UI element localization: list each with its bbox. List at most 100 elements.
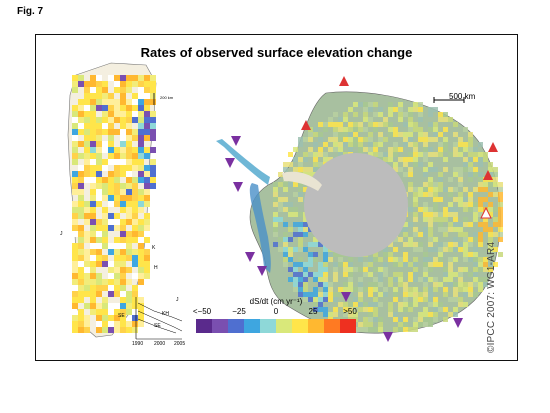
greenland-cell	[138, 267, 144, 273]
antarctica-cell	[318, 147, 323, 152]
antarctica-cell	[403, 282, 408, 287]
antarctica-cell	[433, 187, 438, 192]
antarctica-cell	[453, 242, 458, 247]
antarctica-cell	[408, 112, 413, 117]
greenland-cell	[90, 207, 96, 213]
greenland-cell	[96, 321, 102, 327]
antarctica-cell	[373, 287, 378, 292]
greenland-cell	[84, 255, 90, 261]
antarctica-cell	[313, 272, 318, 277]
greenland-cell	[84, 213, 90, 219]
antarctica-cell	[363, 287, 368, 292]
antarctica-cell	[418, 232, 423, 237]
greenland-cell	[138, 99, 144, 105]
greenland-cell	[144, 183, 150, 189]
antarctica-cell	[458, 272, 463, 277]
antarctica-cell	[308, 297, 313, 302]
antarctica-cell	[463, 187, 468, 192]
antarctica-cell	[348, 272, 353, 277]
greenland-cell	[138, 219, 144, 225]
antarctica-cell	[348, 132, 353, 137]
antarctica-cell	[298, 187, 303, 192]
antarctica-cell	[458, 197, 463, 202]
greenland-cell	[120, 309, 126, 315]
greenland-cell	[102, 93, 108, 99]
greenland-cell	[132, 111, 138, 117]
antarctica-cell	[423, 267, 428, 272]
greenland-cell	[90, 303, 96, 309]
greenland-cell	[78, 297, 84, 303]
greenland-cell	[132, 177, 138, 183]
greenland-cell	[90, 99, 96, 105]
greenland-cell	[90, 255, 96, 261]
greenland-cell	[90, 213, 96, 219]
antarctica-cell	[458, 142, 463, 147]
antarctica-cell	[288, 252, 293, 257]
antarctica-cell	[453, 187, 458, 192]
antarctica-cell	[328, 137, 333, 142]
greenland-cell	[120, 261, 126, 267]
greenland-cell	[120, 225, 126, 231]
antarctica-cell	[448, 202, 453, 207]
antarctica-cell	[333, 142, 338, 147]
antarctica-cell	[318, 137, 323, 142]
antarctica-cell	[283, 237, 288, 242]
greenland-cell	[90, 309, 96, 315]
greenland-cell	[114, 291, 120, 297]
antarctica-cell	[383, 122, 388, 127]
antarctica-cell	[318, 152, 323, 157]
greenland-cell	[120, 105, 126, 111]
antarctica-cell	[323, 267, 328, 272]
antarctica-cell	[293, 147, 298, 152]
greenland-cell	[90, 225, 96, 231]
greenland-cell	[114, 327, 120, 333]
greenland-cell	[102, 159, 108, 165]
greenland-cell	[144, 261, 150, 267]
greenland-cell	[126, 165, 132, 171]
greenland-cell	[84, 111, 90, 117]
antarctica-cell	[308, 257, 313, 262]
color-legend: dS/dt (cm yr⁻¹) <−50 −25 0 25 >50	[193, 297, 357, 347]
greenland-cell	[132, 75, 138, 81]
greenland-cell	[96, 99, 102, 105]
antarctica-cell	[408, 207, 413, 212]
greenland-cell	[120, 153, 126, 159]
antarctica-cell	[403, 297, 408, 302]
antarctica-cell	[478, 277, 483, 282]
antarctica-cell	[423, 142, 428, 147]
greenland-cell	[132, 195, 138, 201]
antarctica-cell	[278, 197, 283, 202]
antarctica-cell	[318, 282, 323, 287]
antarctica-cell	[458, 287, 463, 292]
legend-swatch-3	[244, 319, 260, 333]
antarctica-cell	[398, 147, 403, 152]
antarctica-cell	[468, 192, 473, 197]
greenland-cell	[114, 267, 120, 273]
antarctica-cell	[418, 102, 423, 107]
antarctica-cell	[363, 102, 368, 107]
antarctica-cell	[453, 197, 458, 202]
greenland-cell	[120, 123, 126, 129]
antarctica-cell	[398, 117, 403, 122]
greenland-cell	[84, 117, 90, 123]
greenland-label-k: K	[152, 245, 156, 251]
antarctica-cell	[398, 327, 403, 332]
greenland-cell	[78, 195, 84, 201]
greenland-cell	[102, 255, 108, 261]
antarctica-cell	[403, 307, 408, 312]
antarctica-cell	[308, 167, 313, 172]
antarctica-cell	[363, 307, 368, 312]
greenland-cell	[72, 273, 78, 279]
antarctica-cell	[318, 277, 323, 282]
greenland-cell	[108, 273, 114, 279]
antarctica-cell	[458, 282, 463, 287]
antarctica-cell	[483, 282, 488, 287]
antarctica-cell	[403, 317, 408, 322]
greenland-cell	[96, 75, 102, 81]
station-marker	[233, 182, 243, 192]
greenland-cell	[150, 99, 156, 105]
antarctica-cell	[403, 227, 408, 232]
antarctica-cell	[403, 222, 408, 227]
greenland-cell	[96, 165, 102, 171]
greenland-cell	[132, 261, 138, 267]
